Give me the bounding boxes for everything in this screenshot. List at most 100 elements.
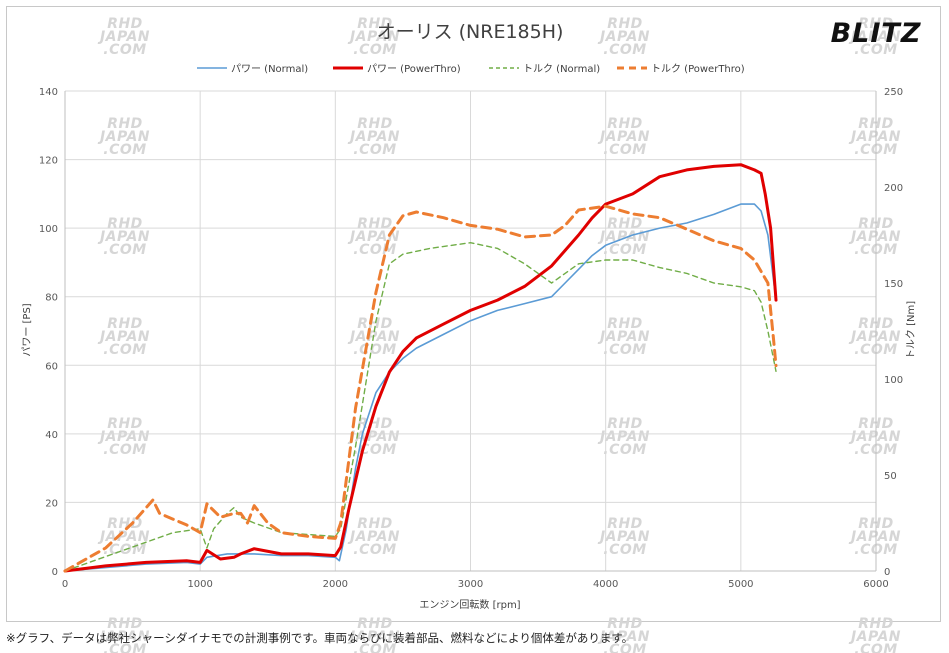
watermark-text: RHD [357,516,393,532]
y-tick-label-right: 250 [884,87,903,98]
watermark-text: RHD [357,316,393,332]
watermark-text: .COM [603,642,646,653]
watermark-text: .COM [353,242,396,258]
x-tick-label: 0 [62,579,68,590]
watermark-text: JAPAN [597,629,650,645]
watermark-text: .COM [353,342,396,358]
watermark-text: .COM [103,242,146,258]
series-line-3 [63,204,778,573]
watermark-text: JAPAN [848,229,901,245]
watermark-text: RHD [858,16,894,32]
y-tick-label-left: 20 [45,498,58,509]
y-tick-label-right: 100 [884,375,903,386]
watermark-text: .COM [103,342,146,358]
x-tick-label: 3000 [458,579,483,590]
series-line-0 [64,203,777,572]
y-tick-label-left: 0 [52,567,58,578]
watermark-text: JAPAN [97,629,150,645]
watermark-text: .COM [854,642,897,653]
watermark-text: JAPAN [347,529,400,545]
y-tick-label-left: 100 [39,224,58,235]
y-tick-label-right: 0 [884,567,890,578]
y-tick-label-left: 40 [45,430,58,441]
watermark-text: RHD [107,416,143,432]
y-tick-label-right: 200 [884,183,903,194]
watermark-text: JAPAN [848,329,901,345]
watermark-text: .COM [603,342,646,358]
watermark-text: .COM [103,442,146,458]
watermark-text: RHD [357,416,393,432]
watermark-text: .COM [353,642,396,653]
legend: パワー (Normal) パワー (PowerThro) トルク (Normal) ト… [197,63,745,75]
y-tick-label-left: 120 [39,156,58,167]
watermark-text: JAPAN [848,629,901,645]
watermark-text: RHD [107,616,143,632]
x-tick-label: 6000 [863,579,888,590]
watermark-text: .COM [353,142,396,158]
watermark-text: JAPAN [97,129,150,145]
legend-label: パワー (PowerThro) [367,63,461,75]
y-tick-label-right: 50 [884,471,897,482]
watermark-text: JAPAN [97,229,150,245]
watermark-text: JAPAN [97,329,150,345]
watermark-text: JAPAN [347,629,400,645]
grid-lines [64,90,877,572]
y-tick-label-right: 150 [884,279,903,290]
watermark-text: JAPAN [597,529,650,545]
blitz-logo: BLITZ [831,18,922,49]
watermark-text: JAPAN [597,329,650,345]
watermark-text: RHD [607,16,643,32]
watermark-text: JAPAN [97,29,150,45]
watermark-text: JAPAN [97,529,150,545]
chart-title: オーリス (NRE185H) [377,21,564,43]
watermark-text: .COM [353,42,396,58]
watermark-text: .COM [353,542,396,558]
watermark-text: .COM [103,642,146,653]
watermark-text: RHD [607,116,643,132]
watermark-text: JAPAN [347,429,400,445]
y-axis-right-title: トルク [Nm] [905,301,917,359]
watermark-text: JAPAN [97,429,150,445]
y-tick-label-left: 60 [45,361,58,372]
x-tick-label: 5000 [728,579,753,590]
legend-label: パワー (Normal) [231,63,308,75]
x-tick-label: 4000 [593,579,618,590]
watermark-text: JAPAN [347,229,400,245]
watermark-text: RHD [107,116,143,132]
watermark-text: RHD [607,316,643,332]
watermark-text: JAPAN [347,29,400,45]
watermark-text: JAPAN [597,229,650,245]
watermark-text: RHD [357,616,393,632]
series-line-2 [64,242,777,572]
watermark-text: RHD [607,616,643,632]
watermark-text: .COM [854,42,897,58]
watermark-text: RHD [357,116,393,132]
watermark-text: JAPAN [597,129,650,145]
y-tick-label-left: 140 [39,87,58,98]
series-layer [63,163,778,573]
watermark-text: JAPAN [848,29,901,45]
x-axis-title: エンジン回転数 [rpm] [419,598,520,611]
